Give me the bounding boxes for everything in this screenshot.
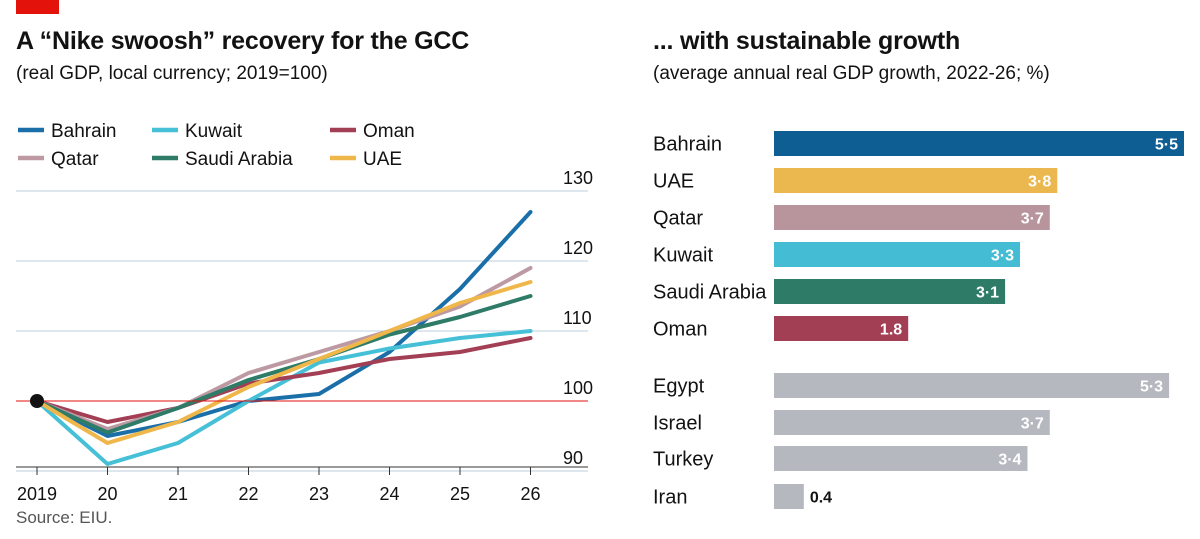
- x-tick-label-2019: 2019: [17, 484, 57, 504]
- bar-value-label-saudi-arabia: 3·1: [976, 285, 999, 302]
- bar-category-label-turkey: Turkey: [653, 449, 713, 471]
- bar-turkey: [774, 446, 1028, 471]
- bar-category-label-israel: Israel: [653, 413, 702, 435]
- bar-category-label-bahrain: Bahrain: [653, 134, 722, 156]
- y-tick-label-120: 120: [563, 238, 593, 258]
- source-note: Source: EIU.: [16, 508, 113, 527]
- bar-value-label-qatar: 3·7: [1021, 211, 1044, 228]
- right-chart-subtitle: (average annual real GDP growth, 2022-26…: [653, 63, 1050, 84]
- bar-category-label-oman: Oman: [653, 319, 707, 341]
- bar-uae: [774, 168, 1058, 193]
- y-tick-label-90: 90: [563, 448, 583, 468]
- bar-value-label-israel: 3·7: [1021, 416, 1044, 433]
- bar-value-label-kuwait: 3·3: [991, 248, 1014, 265]
- bar-category-label-kuwait: Kuwait: [653, 245, 713, 267]
- series-line-saudi-arabia: [35, 294, 533, 435]
- bar-category-label-saudi-arabia: Saudi Arabia: [653, 282, 767, 304]
- y-tick-label-130: 130: [563, 168, 593, 188]
- bar-value-label-iran: 0.4: [810, 490, 832, 507]
- series-line-oman: [35, 336, 533, 424]
- bar-oman: [774, 316, 909, 341]
- bar-value-label-bahrain: 5·5: [1155, 137, 1178, 154]
- legend-label-qatar: Qatar: [51, 149, 99, 170]
- series-line-kuwait: [35, 329, 533, 466]
- bar-iran: [774, 484, 804, 509]
- bar-value-label-uae: 3·8: [1028, 174, 1051, 191]
- start-point-marker: [30, 394, 44, 408]
- x-tick-label-20: 20: [97, 484, 117, 504]
- bar-qatar: [774, 205, 1050, 230]
- x-tick-label-26: 26: [520, 484, 540, 504]
- left-chart-title: A “Nike swoosh” recovery for the GCC: [16, 27, 470, 55]
- bar-category-label-uae: UAE: [653, 171, 694, 193]
- y-tick-label-100: 100: [563, 378, 593, 398]
- x-tick-label-21: 21: [168, 484, 188, 504]
- legend-label-uae: UAE: [363, 149, 402, 170]
- series-line-bahrain: [35, 210, 533, 438]
- legend-label-oman: Oman: [363, 121, 415, 142]
- bar-category-label-iran: Iran: [653, 487, 687, 509]
- bar-value-label-turkey: 3·4: [998, 452, 1021, 469]
- legend-label-bahrain: Bahrain: [51, 121, 117, 142]
- line-chart: Bahrain Kuwait Oman Qatar Saudi Arabia UAE 90 1…: [16, 121, 593, 504]
- x-tick-label-23: 23: [309, 484, 329, 504]
- bar-saudi-arabia: [774, 279, 1006, 304]
- right-chart-title: ... with sustainable growth: [653, 27, 961, 55]
- x-tick-label-22: 22: [238, 484, 258, 504]
- legend-label-saudi-arabia: Saudi Arabia: [185, 149, 293, 170]
- legend-label-kuwait: Kuwait: [185, 121, 243, 142]
- bar-category-label-qatar: Qatar: [653, 208, 703, 230]
- y-tick-label-110: 110: [563, 308, 592, 328]
- series-line-uae: [35, 280, 533, 445]
- bar-value-label-oman: 1.8: [880, 322, 902, 339]
- series-line-qatar: [35, 266, 533, 431]
- left-chart-subtitle: (real GDP, local currency; 2019=100): [16, 63, 328, 84]
- brand-red-tag: [16, 0, 59, 14]
- bar-egypt: [774, 373, 1170, 398]
- bar-category-label-egypt: Egypt: [653, 376, 705, 398]
- x-tick-label-25: 25: [450, 484, 470, 504]
- bar-israel: [774, 410, 1050, 435]
- bar-bahrain: [774, 131, 1184, 156]
- bar-value-label-egypt: 5·3: [1140, 379, 1163, 396]
- x-tick-label-24: 24: [379, 484, 399, 504]
- bar-kuwait: [774, 242, 1020, 267]
- bar-chart: Bahrain 5·5 UAE 3·8 Qatar 3·7 Kuwait 3·3 Saudi A…: [653, 131, 1184, 509]
